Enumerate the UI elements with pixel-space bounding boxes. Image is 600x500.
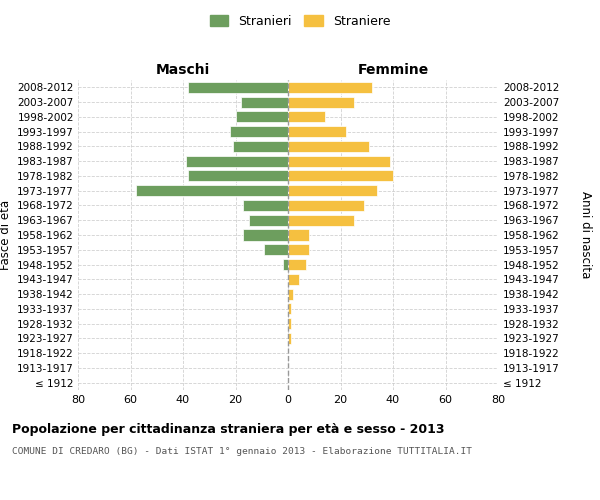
Bar — [288, 96, 353, 108]
Bar — [288, 200, 364, 211]
Bar — [288, 230, 309, 240]
Text: Popolazione per cittadinanza straniera per età e sesso - 2013: Popolazione per cittadinanza straniera p… — [12, 422, 445, 436]
Bar — [288, 170, 393, 181]
Bar — [235, 112, 288, 122]
Legend: Stranieri, Straniere: Stranieri, Straniere — [206, 11, 394, 32]
Bar — [233, 141, 288, 152]
Bar — [136, 185, 288, 196]
Text: Maschi: Maschi — [156, 63, 210, 77]
Bar — [288, 141, 370, 152]
Bar — [241, 96, 288, 108]
Text: Femmine: Femmine — [358, 63, 428, 77]
Bar — [265, 244, 288, 256]
Bar — [248, 214, 288, 226]
Bar — [288, 304, 290, 314]
Bar — [288, 318, 290, 329]
Bar — [288, 274, 299, 285]
Bar — [288, 156, 391, 166]
Bar — [288, 244, 309, 256]
Y-axis label: Anni di nascita: Anni di nascita — [579, 192, 592, 278]
Bar — [288, 82, 372, 93]
Bar — [288, 185, 377, 196]
Text: COMUNE DI CREDARO (BG) - Dati ISTAT 1° gennaio 2013 - Elaborazione TUTTITALIA.IT: COMUNE DI CREDARO (BG) - Dati ISTAT 1° g… — [12, 448, 472, 456]
Bar — [188, 170, 288, 181]
Bar — [288, 112, 325, 122]
Bar — [288, 126, 346, 137]
Bar — [288, 333, 290, 344]
Bar — [288, 288, 293, 300]
Bar — [230, 126, 288, 137]
Bar — [288, 259, 307, 270]
Bar — [185, 156, 288, 166]
Y-axis label: Fasce di età: Fasce di età — [0, 200, 11, 270]
Bar — [283, 259, 288, 270]
Bar — [188, 82, 288, 93]
Bar — [288, 214, 353, 226]
Bar — [244, 230, 288, 240]
Bar — [244, 200, 288, 211]
